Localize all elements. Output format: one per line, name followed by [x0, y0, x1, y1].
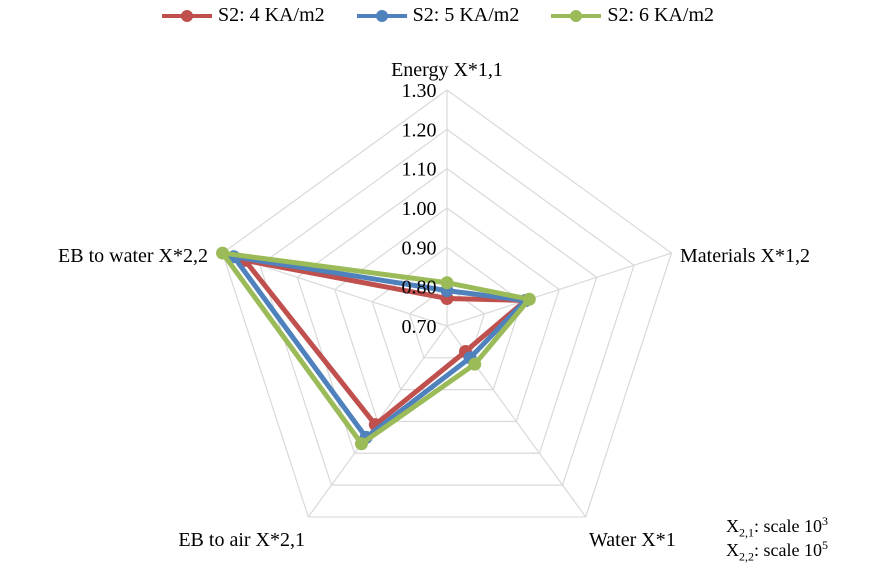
legend-label-s2-5: S2: 5 KA/m2: [412, 4, 520, 26]
series-line-2: [220, 250, 532, 447]
grid-ring-6: [221, 89, 673, 518]
series-2-point-0: [440, 276, 454, 290]
radial-tick-label-1: 0.80: [402, 277, 437, 299]
grid-spoke-1: [446, 252, 672, 327]
series-line-1: [231, 254, 529, 440]
series-2-point-1: [522, 292, 536, 306]
legend-swatch-s2-5: [356, 9, 407, 22]
series-2-point-4: [216, 246, 230, 260]
legend-label-s2-4: S2: 4 KA/m2: [217, 4, 325, 26]
radial-tick-label-0: 0.70: [402, 316, 437, 338]
axis-label-3: EB to air X*2,1: [178, 529, 305, 551]
radial-tick-label-5: 1.20: [402, 119, 437, 141]
radial-tick-label-2: 0.90: [402, 237, 437, 259]
legend-label-s2-6: S2: 6 KA/m2: [607, 4, 715, 26]
scale-note-x21: X2,1: scale 103: [726, 514, 828, 540]
axis-label-1: Materials X*1,2: [680, 245, 810, 267]
grid-ring-5: [259, 128, 635, 486]
radial-tick-label-6: 1.30: [402, 80, 437, 102]
legend-item-s2-6: S2: 6 KA/m2: [549, 4, 714, 27]
series-2-point-2: [468, 357, 482, 371]
radial-tick-label-3: 1.00: [402, 198, 437, 220]
legend-item-s2-4: S2: 4 KA/m2: [160, 4, 325, 27]
legend-swatch-s2-6: [551, 9, 602, 22]
grid-ring-2: [371, 246, 523, 391]
series-2-point-3: [354, 437, 368, 451]
legend-item-s2-5: S2: 5 KA/m2: [355, 4, 520, 27]
axis-label-0: Energy X*1,1: [391, 59, 503, 81]
grid-ring-4: [296, 167, 598, 454]
legend-swatch-s2-4: [161, 9, 212, 22]
axis-label-2: Water X*1: [589, 529, 676, 551]
chart-legend: S2: 4 KA/m2 S2: 5 KA/m2 S2: 6 KA/m2: [0, 4, 874, 27]
grid-ring-1: [408, 285, 486, 359]
scale-note-x22: X2,2: scale 105: [726, 538, 828, 564]
radial-tick-label-4: 1.10: [402, 159, 437, 181]
axis-label-4: EB to water X*2,2: [58, 245, 208, 267]
